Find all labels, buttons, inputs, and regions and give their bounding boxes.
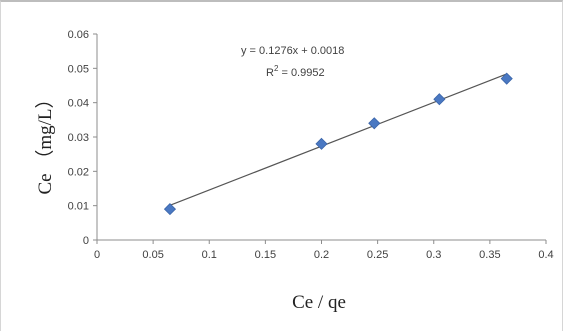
y-tick-label: 0.04 — [68, 98, 89, 110]
trendline-equation: y = 0.1276x + 0.0018 — [241, 45, 344, 57]
y-tick-label: 0.06 — [68, 29, 89, 41]
x-tick-label: 0.25 — [367, 249, 388, 261]
x-tick-label: 0.15 — [255, 249, 276, 261]
x-tick-label: 0.1 — [202, 249, 217, 261]
x-tick-label: 0.3 — [426, 249, 441, 261]
x-axis-title: Ce / qe — [292, 292, 346, 313]
data-point — [315, 137, 328, 150]
y-tick-label: 0 — [83, 235, 89, 247]
x-tick-label: 0.05 — [142, 249, 163, 261]
data-points — [163, 72, 513, 216]
r-squared-label: R2 = 0.9952 — [266, 64, 325, 79]
x-tick-label: 0 — [94, 249, 100, 261]
r-squared-superscript: 2 — [274, 64, 279, 73]
trendline — [169, 73, 507, 206]
y-axis-title: Ce （mg/L） — [34, 89, 56, 194]
data-point — [163, 203, 177, 216]
y-tick-label: 0.01 — [68, 201, 89, 213]
y-axis: 0 0.01 0.02 0.03 0.04 0.05 0.06 — [68, 29, 98, 247]
data-point — [500, 72, 513, 85]
x-tick-label: 0.2 — [314, 249, 329, 261]
x-tick-label: 0.35 — [479, 249, 500, 261]
r-squared-value: = 0.9952 — [278, 67, 324, 79]
data-point — [433, 93, 446, 106]
y-tick-label: 0.03 — [68, 132, 89, 144]
data-point — [368, 117, 381, 130]
y-tick-label: 0.02 — [68, 166, 89, 178]
x-axis: 0 0.05 0.1 0.15 0.2 0.25 0.3 0.35 0.4 — [94, 239, 554, 261]
r-squared-letter: R — [266, 67, 274, 79]
y-tick-label: 0.05 — [68, 63, 89, 75]
x-tick-label: 0.4 — [538, 249, 553, 261]
trendline-group — [169, 73, 507, 206]
